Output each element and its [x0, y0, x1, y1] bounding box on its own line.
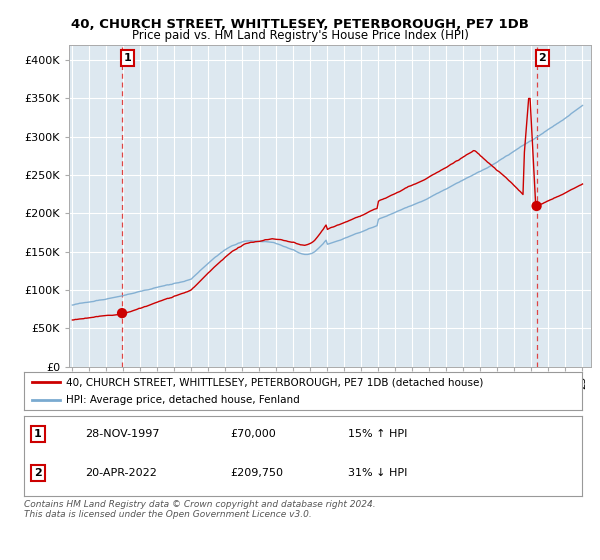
- Text: 15% ↑ HPI: 15% ↑ HPI: [347, 429, 407, 439]
- Text: 28-NOV-1997: 28-NOV-1997: [85, 429, 160, 439]
- Text: 40, CHURCH STREET, WHITTLESEY, PETERBOROUGH, PE7 1DB (detached house): 40, CHURCH STREET, WHITTLESEY, PETERBORO…: [66, 377, 483, 387]
- Text: 20-APR-2022: 20-APR-2022: [85, 468, 157, 478]
- Text: 40, CHURCH STREET, WHITTLESEY, PETERBOROUGH, PE7 1DB: 40, CHURCH STREET, WHITTLESEY, PETERBORO…: [71, 18, 529, 31]
- Text: HPI: Average price, detached house, Fenland: HPI: Average price, detached house, Fenl…: [66, 395, 299, 405]
- Text: 2: 2: [538, 53, 546, 63]
- Text: 2: 2: [34, 468, 42, 478]
- Text: Price paid vs. HM Land Registry's House Price Index (HPI): Price paid vs. HM Land Registry's House …: [131, 29, 469, 42]
- Text: Contains HM Land Registry data © Crown copyright and database right 2024.
This d: Contains HM Land Registry data © Crown c…: [24, 500, 376, 519]
- Text: £70,000: £70,000: [230, 429, 276, 439]
- Point: [532, 202, 541, 211]
- Point: [117, 309, 127, 318]
- Text: 1: 1: [34, 429, 42, 439]
- Text: 31% ↓ HPI: 31% ↓ HPI: [347, 468, 407, 478]
- Text: 1: 1: [124, 53, 131, 63]
- Text: £209,750: £209,750: [230, 468, 283, 478]
